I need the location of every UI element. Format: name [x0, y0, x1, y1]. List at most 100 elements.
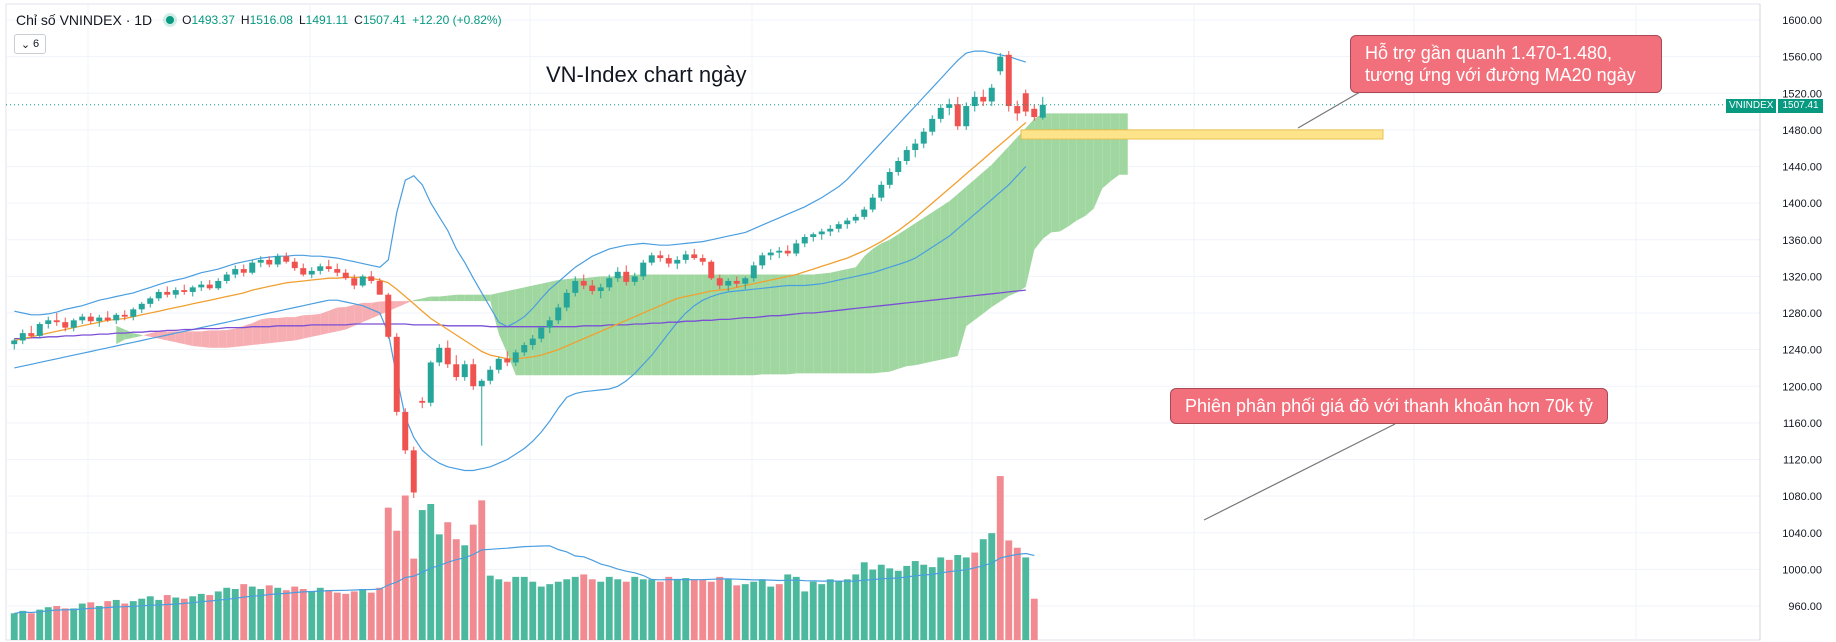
symbol-header: Chỉ số VNINDEX · 1D O1493.37 H1516.08 L1… [16, 12, 502, 28]
volume-bar [418, 510, 426, 640]
price-tag-value: 1507.41 [1778, 99, 1823, 113]
y-tick-label: 1280.00 [1782, 308, 1822, 320]
candle-body [648, 255, 655, 263]
candle-body [801, 237, 808, 244]
volume-bar [53, 606, 61, 640]
candle-body [96, 317, 103, 322]
volume-bar [350, 591, 358, 640]
volume-ma-line [14, 545, 1035, 614]
candle-body [453, 364, 460, 378]
volume-bar [605, 576, 613, 640]
candle-body [393, 336, 400, 412]
y-tick-label: 1600.00 [1782, 15, 1822, 27]
volume-bar [852, 574, 860, 640]
volume-bar [665, 576, 673, 640]
volume-bar [435, 534, 443, 640]
volume-bar [486, 575, 494, 640]
candle-body [504, 358, 511, 363]
volume-bar [316, 587, 324, 640]
volume-bar [19, 610, 27, 640]
volume-bar [36, 609, 44, 640]
cloud-up-segment [889, 234, 899, 372]
volume-bar [257, 589, 265, 640]
candle-body [325, 266, 332, 270]
volume-bar [809, 581, 817, 640]
candle-body [512, 352, 519, 363]
candle-body [886, 171, 893, 185]
candle-body [657, 255, 664, 259]
cloud-up-segment [651, 274, 661, 376]
candle-body [300, 268, 307, 275]
candle-body [470, 364, 477, 387]
candle-body [691, 254, 698, 259]
ma200-line [14, 289, 1026, 340]
volume-bar [291, 586, 299, 640]
volume-bar [741, 584, 749, 640]
bollinger-lower-line [14, 166, 1027, 472]
candle-body [1014, 106, 1021, 114]
candle-body [138, 303, 145, 310]
volume-bar [945, 559, 953, 640]
indicator-lines [14, 50, 1027, 472]
candle-body [750, 265, 757, 279]
volume-bar [818, 584, 826, 640]
y-tick-label: 1160.00 [1783, 418, 1822, 430]
cloud-down-segment [269, 318, 278, 344]
cloud-down-segment [226, 328, 236, 348]
ohlc-low: L1491.11 [298, 13, 349, 27]
volume-bar [231, 589, 239, 640]
ohlc-high: H1516.08 [240, 13, 293, 27]
candle-body [266, 259, 273, 265]
ma20-line [14, 122, 1027, 360]
y-tick-label: 1120.00 [1783, 455, 1822, 467]
candle-body [1031, 108, 1038, 118]
cloud-up-segment [490, 292, 499, 335]
volume-bar [690, 579, 698, 640]
volume-bar [1030, 598, 1038, 640]
candle-body [776, 250, 783, 253]
cloud-up-segment [422, 296, 431, 302]
volume-bar [401, 495, 409, 640]
candle-body [402, 411, 409, 451]
volume-bar [622, 581, 630, 640]
candle-body [614, 271, 621, 279]
cloud-up-segment [1042, 113, 1052, 239]
candle-body [580, 280, 587, 286]
candle-body [1039, 104, 1046, 118]
cloud-down-segment [345, 304, 355, 330]
candle-body [852, 216, 859, 221]
symbol-title[interactable]: Chỉ số VNINDEX · 1D [16, 12, 153, 28]
candle-body [538, 327, 545, 339]
volume-bar [903, 565, 911, 640]
indicators-toggle-button[interactable]: ⌄ 6 [14, 34, 46, 54]
candle-body [784, 250, 791, 254]
cloud-up-segment [1000, 146, 1009, 302]
volume-bar [359, 589, 367, 640]
volume-bar [860, 562, 868, 640]
volume-bar [520, 576, 528, 640]
cloud-up-segment [660, 274, 669, 376]
volume-bar [70, 608, 78, 640]
y-tick-label: 1560.00 [1782, 52, 1822, 64]
candle-body [45, 320, 52, 324]
volume-bar [673, 579, 681, 640]
candle-body [291, 261, 298, 269]
cloud-up-segment [932, 206, 941, 362]
cloud-up-segment [524, 285, 533, 376]
volume-bar [274, 587, 282, 640]
y-tick-label: 1200.00 [1782, 381, 1822, 393]
chart-grid [5, 3, 1761, 641]
candle-body [257, 259, 264, 263]
cloud-down-segment [184, 331, 193, 346]
candle-body [351, 278, 358, 286]
candle-body [53, 320, 60, 323]
candle-body [963, 106, 970, 127]
cloud-up-segment [439, 295, 448, 302]
volume-bar [767, 586, 775, 640]
candle-body [240, 269, 247, 273]
volume-bar [724, 579, 732, 640]
candle-body [436, 347, 443, 363]
candle-body [988, 87, 995, 102]
candle-body [954, 104, 961, 127]
